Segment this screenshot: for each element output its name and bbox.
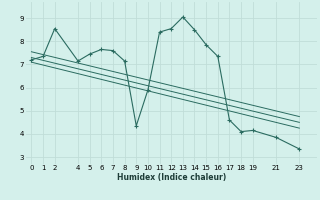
X-axis label: Humidex (Indice chaleur): Humidex (Indice chaleur) bbox=[116, 173, 226, 182]
